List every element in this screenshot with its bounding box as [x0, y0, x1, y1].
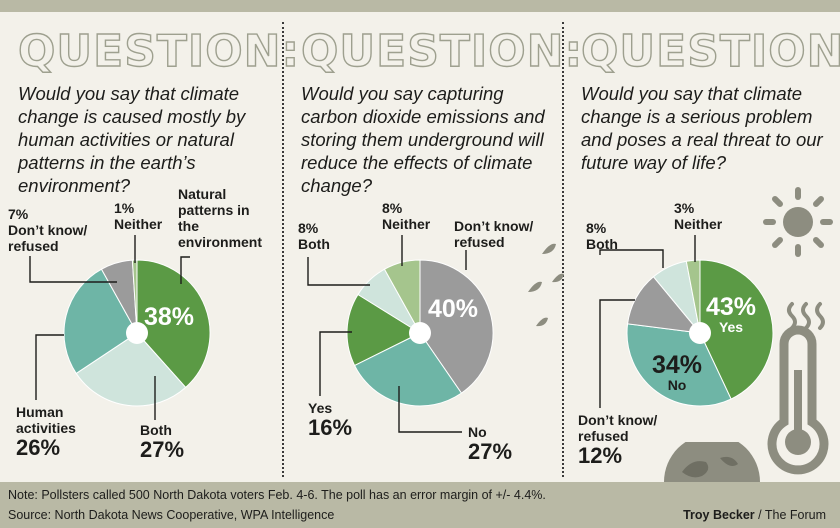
pie-slice-both — [75, 332, 187, 407]
slice-label-both: 8% Both — [298, 220, 330, 252]
pie-slice-natural-patterns-in-the-environment — [136, 259, 211, 389]
slice-label-dont-know: 7% Don’t know/ refused — [8, 206, 88, 254]
leader-line — [319, 331, 352, 396]
question-heading: QUESTION: — [17, 25, 301, 77]
pie-center — [689, 322, 711, 344]
slice-label-neither: 3% Neither — [674, 200, 723, 232]
footer-source: Source: North Dakota News Cooperative, W… — [8, 508, 335, 522]
question-heading: QUESTION: — [580, 25, 840, 77]
question-panel-3: QUESTION: Would you say that climate cha… — [563, 12, 840, 482]
slice-value-no: 34% No — [652, 351, 703, 393]
pie-slice-yes — [346, 293, 422, 367]
slice-label-dont-know: Don’t know/ refused — [454, 218, 534, 250]
pie-slice-neither — [685, 259, 701, 334]
slice-value-dont-know: 40% — [428, 295, 479, 323]
slice-label-no: No 27% — [468, 424, 513, 464]
question-heading: QUESTION: — [300, 25, 584, 77]
globe-icon — [664, 442, 760, 482]
pie-center — [409, 322, 431, 344]
slice-value-natural: 38% — [144, 303, 195, 331]
leader-line — [599, 249, 664, 268]
pie-slice-no — [353, 332, 463, 407]
top-band — [0, 0, 840, 12]
panel-divider — [282, 22, 284, 477]
slice-label-both: 8% Both — [586, 220, 618, 252]
leader-line — [599, 299, 635, 408]
slice-label-dont-know: Don’t know/ refused 12% — [578, 412, 658, 468]
slice-value-yes: 43% Yes — [706, 293, 757, 335]
slice-label-both: Both 27% — [140, 422, 185, 462]
leader-line — [180, 256, 190, 284]
pie-slice-human-activities — [63, 268, 138, 375]
droplets-icon — [528, 243, 564, 327]
question-panel-2: QUESTION: Would you say capturing carbon… — [283, 12, 582, 482]
footer-band: Note: Pollsters called 500 North Dakota … — [0, 482, 840, 528]
pie-slice-don-t-know-refused — [419, 259, 494, 394]
sun-icon — [763, 187, 833, 257]
leader-line — [398, 386, 462, 433]
slice-label-yes: Yes 16% — [308, 400, 353, 440]
question-text: Would you say that climate change is cau… — [18, 83, 246, 196]
slice-label-neither: 8% Neither — [382, 200, 431, 232]
panel-divider — [562, 22, 564, 477]
pie-slice-yes — [699, 259, 774, 400]
slice-label-natural: Natural patterns in the environment — [178, 186, 263, 250]
leader-line — [307, 257, 370, 286]
footer-note: Note: Pollsters called 500 North Dakota … — [8, 488, 546, 502]
question-text: Would you say that climate change is a s… — [581, 83, 823, 173]
thermometer-icon — [767, 302, 829, 475]
question-text: Would you say capturing carbon dioxide e… — [301, 83, 545, 196]
question-panel-1: QUESTION: Would you say that climate cha… — [0, 12, 299, 482]
slice-label-human: Human activities 26% — [16, 404, 76, 460]
slice-label-neither: 1% Neither — [114, 200, 163, 232]
footer-credit: Troy Becker / The Forum — [683, 508, 826, 522]
pie-center — [126, 322, 148, 344]
pie-slice-no — [626, 323, 732, 407]
leader-line — [29, 256, 117, 283]
leader-line — [35, 334, 64, 400]
